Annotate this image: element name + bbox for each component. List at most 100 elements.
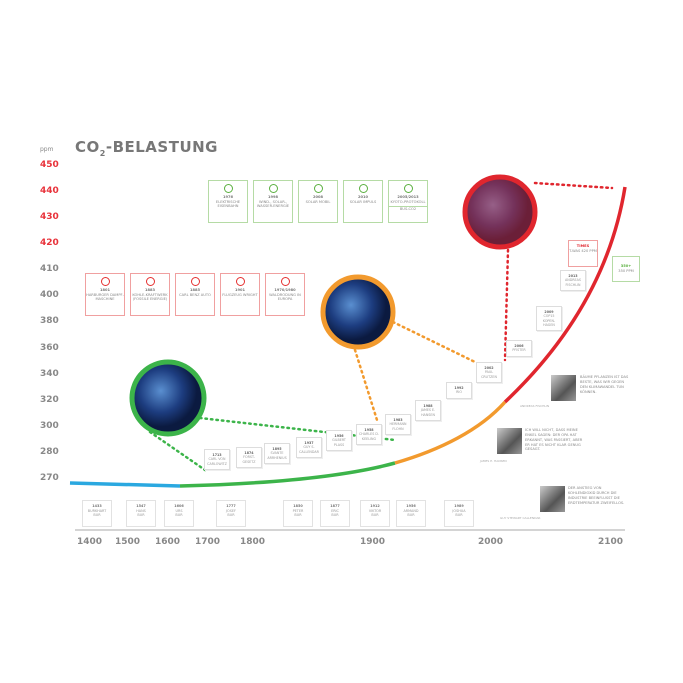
leaf-icon — [223, 184, 233, 193]
x-tick-label: 2000 — [478, 537, 503, 547]
note-text: FORST-GESETZ — [242, 455, 256, 464]
renewable-event-box: 2010 SOLAR IMPULS — [343, 180, 383, 223]
note-text: SVANTE ARRHENIUS — [267, 451, 287, 460]
leaf-icon — [268, 184, 278, 193]
note-year: 1983 — [393, 418, 403, 422]
event-text: SOLAR IMPULS — [349, 199, 377, 204]
y-tick-text: 440 — [40, 186, 59, 196]
person-year: 1777 — [226, 504, 236, 508]
person-name: JOSHUA — [452, 508, 466, 513]
orange-dotted-line — [353, 348, 379, 422]
status-red-text: T-WAS 420 PPM — [569, 248, 597, 253]
x-tick-text: 1500 — [115, 537, 141, 547]
fossil-event-box: 1801 HARBURGER DAMPF-MASCHINE — [85, 273, 125, 316]
person-name: URS — [175, 508, 183, 513]
x-tick-text: 1900 — [360, 537, 386, 547]
event-year: 2010 — [357, 195, 368, 199]
curve-note: 1988 JAMES E. HANSEN — [415, 400, 441, 421]
curve-note: 2006 PFISTER — [506, 340, 532, 357]
status-box-red: TIMES T-WAS 420 PPM — [568, 240, 598, 267]
note-year: 2002 — [484, 366, 494, 370]
curve-segment-current — [503, 186, 627, 404]
x-tick-label: 1900 — [360, 537, 385, 547]
renewable-event-box: 2008 SOLAR MOBIL — [298, 180, 338, 223]
person-name: VIKTOR — [368, 508, 382, 513]
person-surname: BUR — [331, 513, 339, 518]
note-text: ANDREAS FISCHLIN — [565, 278, 581, 287]
leaf-icon — [358, 184, 368, 193]
x-tick-text: 2100 — [598, 537, 624, 547]
fossil-icon — [280, 277, 290, 286]
y-tick-label: 440 — [40, 186, 64, 196]
renewable-event-box: 2005/2013 KYOTO-PROTOKOLL BUS-CO2 — [388, 180, 428, 223]
note-text: HERMANN FLOHN — [389, 422, 407, 431]
event-year: 1883 — [144, 288, 155, 292]
y-tick-text: 420 — [40, 238, 59, 248]
person-surname: BUR — [137, 513, 145, 518]
curve-segment-modern — [394, 400, 507, 465]
status-red-year: TIMES — [576, 244, 590, 248]
orange-dotted-line — [391, 320, 477, 364]
curve-note: 1956 GILBERT PLASS — [326, 430, 352, 451]
earth-globe-red — [462, 174, 538, 250]
event-text: FLUGZEUG WRIGHT — [222, 292, 258, 297]
event-year: 1998 — [267, 195, 278, 199]
green-dotted-line — [148, 430, 207, 472]
red-dotted-line — [533, 181, 614, 190]
bur-person-box: 1547 HANS BUR — [126, 500, 156, 527]
person-name: ERIC — [331, 508, 339, 513]
x-tick-label: 1400 — [77, 537, 102, 547]
y-tick-text: 400 — [40, 290, 59, 300]
status-green-text: 350 PPM — [618, 268, 634, 273]
portrait-photo — [497, 428, 522, 454]
renewable-event-box: 1976 ELEKTRISCHE EISENBAHN — [208, 180, 248, 223]
note-year: 1874 — [244, 451, 254, 455]
note-year: 2006 — [514, 344, 524, 348]
y-tick-label: 340 — [40, 369, 64, 379]
person-surname: BUR — [371, 513, 379, 518]
note-year: 2009 — [544, 310, 554, 314]
event-text: CARL BENZ AUTO — [179, 292, 211, 297]
leaf-icon — [313, 184, 323, 193]
y-tick-label: 420 — [40, 238, 64, 248]
fossil-icon — [190, 277, 200, 286]
event-text: SOLAR MOBIL — [305, 199, 331, 204]
note-text: CHARLES D. KEELING — [359, 432, 379, 441]
person-year: 1606 — [174, 504, 184, 508]
note-year: 2013 — [568, 274, 578, 278]
fossil-icon — [235, 277, 245, 286]
bur-person-box: 1956 ARMAND BUR — [396, 500, 426, 527]
person-surname: BUR — [175, 513, 183, 518]
event-text: HARBURGER DAMPF-MASCHINE — [86, 292, 124, 302]
x-tick-label: 2100 — [598, 537, 623, 547]
note-year: 1937 — [304, 441, 314, 445]
curve-note: 1983 HERMANN FLOHN — [385, 414, 411, 435]
event-extra: BUS-CO2 — [389, 206, 427, 212]
portrait-photo — [540, 486, 565, 512]
y-tick-text: 430 — [40, 212, 59, 222]
fossil-event-box: 1885 CARL BENZ AUTO — [175, 273, 215, 316]
person-name: HANS — [136, 508, 146, 513]
fossil-event-box: 1883 KOHLE-KRAFTWERK (FOSSILE ENERGIE) — [130, 273, 170, 316]
earth-globe-green — [129, 359, 207, 437]
person-surname: BUR — [93, 513, 101, 518]
red-dotted-line — [503, 248, 510, 362]
curve-note: 2009 COP15 KOPEN-HAGEN — [536, 306, 562, 332]
person-surname: BUR — [407, 513, 415, 518]
x-tick-label: 1500 — [115, 537, 140, 547]
y-tick-label: 300 — [40, 421, 64, 431]
curve-note: 1895 SVANTE ARRHENIUS — [264, 443, 290, 464]
quote-author: GUY STEWART CALLENDAR — [500, 516, 541, 520]
note-year: 1956 — [334, 434, 344, 438]
x-tick-label: 1600 — [155, 537, 180, 547]
note-year: 1992 — [454, 386, 464, 390]
page-title: CO2-BELASTUNG — [75, 138, 218, 158]
y-tick-text: 270 — [40, 473, 59, 483]
person-year: 1877 — [330, 504, 340, 508]
person-surname: BUR — [227, 513, 235, 518]
note-text: GUY S. CALLENDAR — [299, 445, 319, 454]
y-tick-label: 400 — [40, 290, 64, 300]
bur-person-box: 1777 JOSEF BUR — [216, 500, 246, 527]
y-tick-label: 270 — [40, 473, 64, 483]
title-subscript: 2 — [99, 149, 106, 158]
